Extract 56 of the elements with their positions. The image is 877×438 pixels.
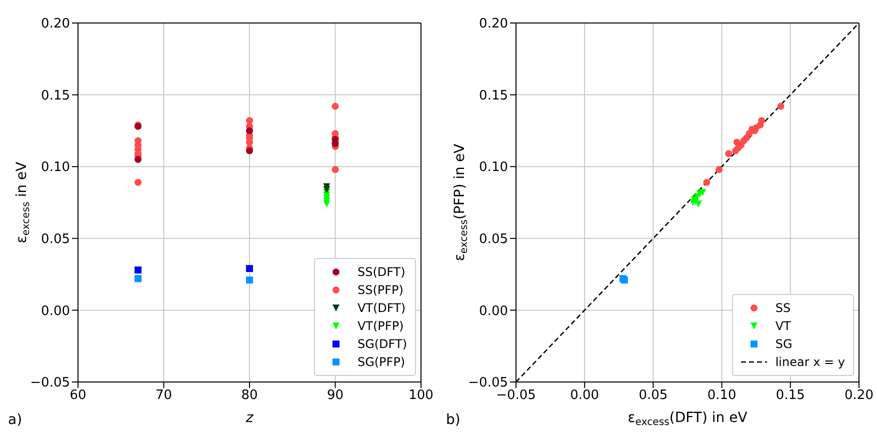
- legend-label: linear x = y: [775, 355, 845, 369]
- point: [323, 200, 330, 208]
- point: [246, 147, 253, 154]
- legend-label: SG(DFT): [357, 337, 407, 351]
- x-tick-label: 0.10: [707, 388, 736, 404]
- legend-label: VT: [775, 319, 791, 333]
- legend-label: VT(DFT): [357, 301, 406, 315]
- x-tick-label: 80: [241, 388, 258, 404]
- y-tick-label: 0.10: [41, 160, 70, 176]
- legend-label: SS(PFP): [357, 283, 404, 297]
- x-tick-label: −0.05: [496, 388, 536, 404]
- y-tick-label: 0.15: [479, 88, 508, 104]
- x-tick-label: 0.05: [638, 388, 668, 404]
- legend-label: SG: [775, 337, 792, 351]
- point: [246, 265, 253, 272]
- text: b): [446, 412, 460, 428]
- legend-label: SS: [775, 301, 791, 315]
- y-tick-label: 0.05: [41, 232, 70, 248]
- point: [332, 102, 339, 110]
- x-axis-title: z: [244, 410, 254, 426]
- point: [323, 186, 330, 194]
- legend-label: SG(PFP): [357, 355, 406, 369]
- point: [246, 276, 253, 284]
- point: [733, 138, 740, 146]
- legend-label: VT(PFP): [357, 319, 404, 333]
- point: [134, 275, 142, 282]
- y-tick-label: 0.10: [479, 160, 508, 176]
- x-tick-label: 0.20: [844, 388, 874, 404]
- point: [725, 150, 732, 158]
- point: [732, 147, 740, 154]
- point: [134, 178, 142, 186]
- y-tick-label: 0.20: [41, 16, 70, 32]
- point: [134, 266, 142, 274]
- point: [716, 166, 723, 173]
- y-tick-label: −0.05: [468, 376, 508, 391]
- y-tick-label: 0.20: [479, 16, 508, 32]
- x-tick-label: 60: [70, 388, 86, 404]
- point: [134, 156, 142, 163]
- point: [703, 178, 710, 186]
- y-tick-label: 0.00: [479, 304, 508, 319]
- point: [332, 166, 339, 173]
- point: [246, 117, 253, 124]
- x-tick-label: 70: [155, 388, 172, 404]
- x-tick-label: 90: [326, 388, 344, 404]
- x-tick-label: 100: [408, 388, 434, 404]
- x-axis-title: ε$_{excess}$(DFT) in eV: [628, 410, 748, 428]
- point: [777, 102, 784, 110]
- x-tick-label: 0.15: [776, 388, 805, 404]
- y-tick-label: −0.05: [30, 376, 70, 391]
- y-tick-label: 0.15: [41, 88, 70, 104]
- y-tick-label: 0.00: [41, 304, 70, 319]
- y-tick-label: 0.05: [479, 232, 508, 248]
- text: a): [8, 412, 22, 428]
- legend-label: SS(DFT): [357, 265, 406, 279]
- point: [246, 138, 253, 146]
- x-tick-label: 0.00: [570, 388, 600, 404]
